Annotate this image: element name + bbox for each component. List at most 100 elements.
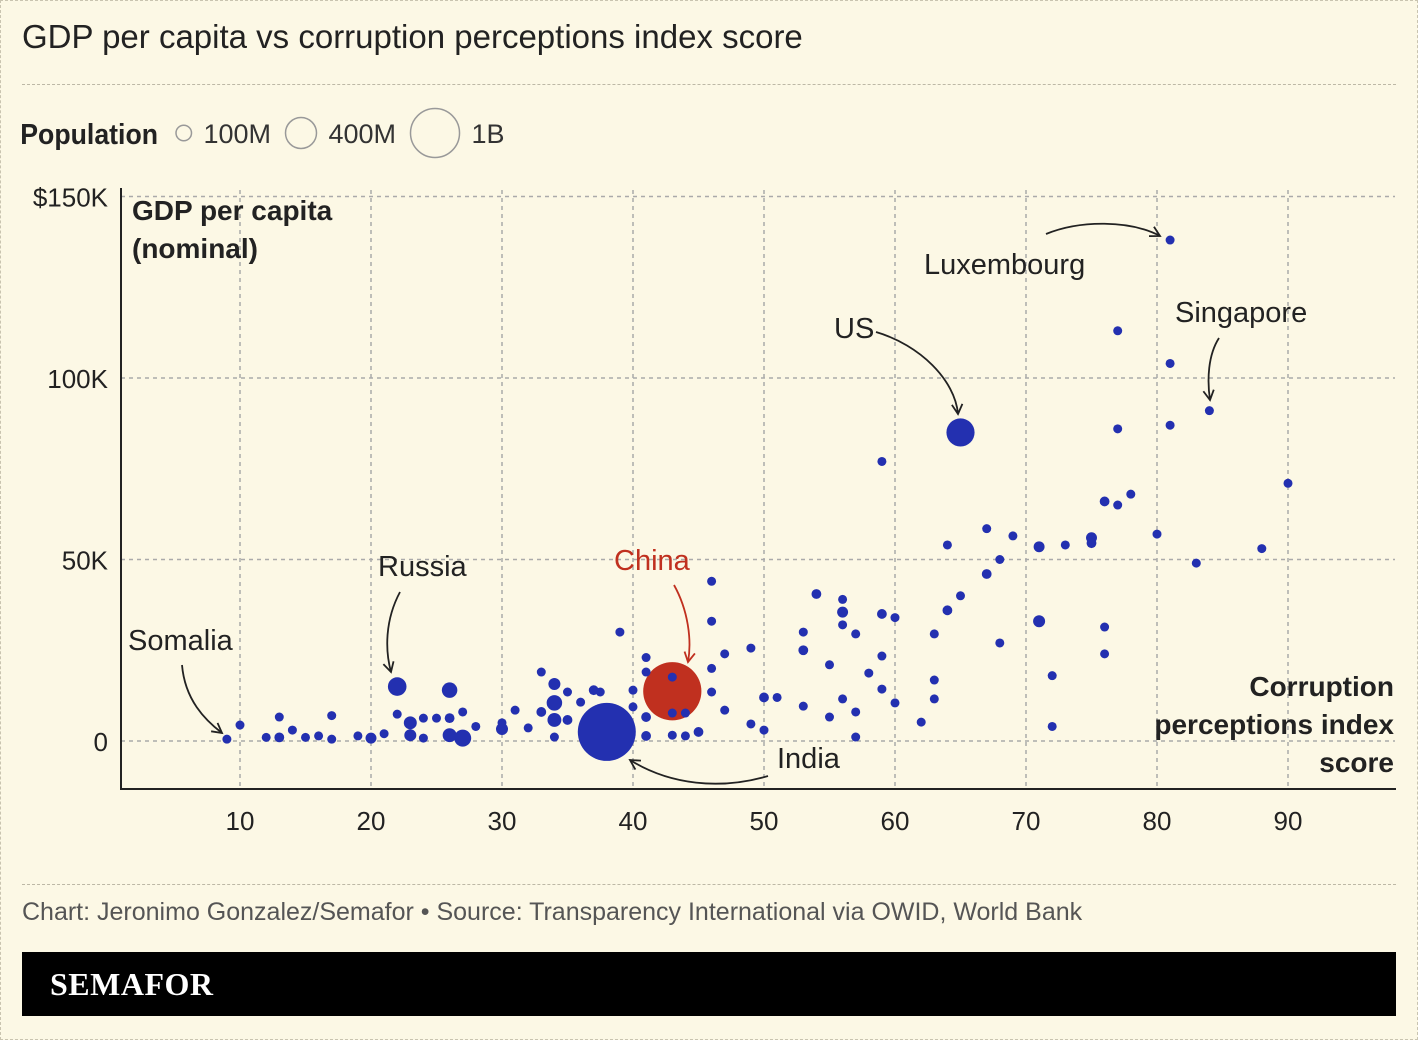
- brand-bar: SEMAFOR: [22, 952, 1396, 1016]
- data-point: [392, 709, 402, 719]
- data-point: [404, 729, 417, 742]
- x-tick-label: 40: [619, 806, 648, 836]
- data-point: [563, 687, 572, 697]
- data-point: [825, 660, 834, 670]
- data-point: [1191, 558, 1201, 568]
- annotation-arrow: [181, 664, 223, 734]
- data-point: [837, 606, 849, 618]
- y-tick-label: 100K: [47, 364, 108, 394]
- x-tick-label: 90: [1274, 806, 1303, 836]
- data-point: [261, 732, 271, 742]
- x-tick-label: 60: [881, 806, 910, 836]
- legend-circle-1B: [409, 107, 461, 159]
- data-point: [403, 716, 417, 730]
- data-point: [1165, 358, 1175, 368]
- data-point: [641, 731, 652, 741]
- source-note: Chart: Jeronimo Gonzalez/Semafor • Sourc…: [22, 898, 1083, 926]
- data-point: [995, 555, 1005, 564]
- annotation-russia: Russia: [378, 551, 468, 583]
- data-point: [536, 707, 547, 717]
- data-point: [693, 727, 704, 737]
- data-point: [1060, 540, 1070, 550]
- data-point: [510, 705, 520, 715]
- data-point: [811, 589, 822, 599]
- data-point: [956, 591, 965, 601]
- data-point: [890, 613, 900, 623]
- data-point: [981, 569, 992, 579]
- arrowhead-icon: [683, 651, 696, 664]
- data-point: [1152, 529, 1162, 539]
- annotation-arrow: [629, 759, 769, 785]
- data-point: [707, 687, 717, 697]
- data-point: [1008, 531, 1018, 541]
- data-point: [353, 731, 363, 741]
- annotation-arrow: [1207, 337, 1220, 401]
- legend-circle-400M: [284, 116, 318, 150]
- data-point: [759, 725, 769, 735]
- data-point: [628, 702, 638, 712]
- arrowhead-icon: [382, 661, 395, 674]
- data-point: [995, 638, 1005, 648]
- data-point: [838, 694, 848, 704]
- data-point: [929, 629, 939, 639]
- data-point: [876, 609, 887, 619]
- data-point: [929, 694, 939, 704]
- data-point: [327, 734, 337, 744]
- data-point: [1165, 420, 1175, 430]
- data-point: [365, 732, 377, 744]
- data-point: [1100, 649, 1110, 659]
- data-point: [825, 712, 834, 722]
- data-point: [1165, 235, 1175, 245]
- legend-circle-100M: [175, 124, 193, 142]
- data-point: [746, 719, 756, 729]
- annotation-arrow: [875, 331, 959, 415]
- data-point: [1047, 671, 1057, 681]
- data-point: [680, 731, 690, 741]
- divider: [22, 84, 1396, 85]
- data-point: [547, 713, 562, 727]
- legend-label-1B: 1B: [472, 119, 505, 149]
- x-tick-label: 10: [226, 806, 255, 836]
- data-point: [274, 732, 285, 743]
- data-point: [746, 643, 756, 653]
- data-point: [1204, 406, 1214, 416]
- annotation-somalia: Somalia: [128, 625, 234, 657]
- annotation-singapore: Singapore: [1175, 297, 1307, 329]
- data-point: [759, 692, 769, 703]
- legend-label-100M: 100M: [204, 119, 272, 149]
- data-point: [851, 629, 861, 639]
- data-point: [1099, 496, 1110, 507]
- data-point: [287, 725, 297, 735]
- data-point: [327, 711, 337, 721]
- data-point: [982, 524, 992, 534]
- data-point: [235, 720, 245, 730]
- data-point: [222, 734, 232, 744]
- x-tick-label: 20: [357, 806, 386, 836]
- data-point: [877, 456, 887, 466]
- points: [222, 235, 1293, 761]
- data-point: [798, 701, 808, 711]
- data-point: [641, 712, 652, 722]
- x-tick-label: 50: [750, 806, 779, 836]
- x-tick-label: 30: [488, 806, 517, 836]
- data-point: [536, 667, 546, 677]
- arrowhead-icon: [1202, 389, 1215, 402]
- data-point: [471, 721, 481, 731]
- data-point-china: [643, 662, 702, 721]
- data-point: [314, 731, 324, 741]
- data-point: [877, 684, 887, 694]
- data-point: [942, 605, 953, 616]
- x-tick-label: 80: [1143, 806, 1172, 836]
- data-point: [667, 672, 677, 682]
- arrowhead-icon: [210, 722, 224, 735]
- data-point: [641, 667, 651, 677]
- annotations: Somalia Russia China India US Luxembourg Singa…: [128, 222, 1307, 785]
- data-point: [458, 707, 468, 717]
- data-point: [546, 695, 563, 711]
- data-point: [301, 732, 310, 742]
- y-axis-label: GDP per capita (nominal): [132, 195, 333, 264]
- annotation-arrow: [1045, 222, 1161, 237]
- data-point: [667, 730, 677, 740]
- data-point: [441, 682, 458, 698]
- data-point: [641, 653, 651, 663]
